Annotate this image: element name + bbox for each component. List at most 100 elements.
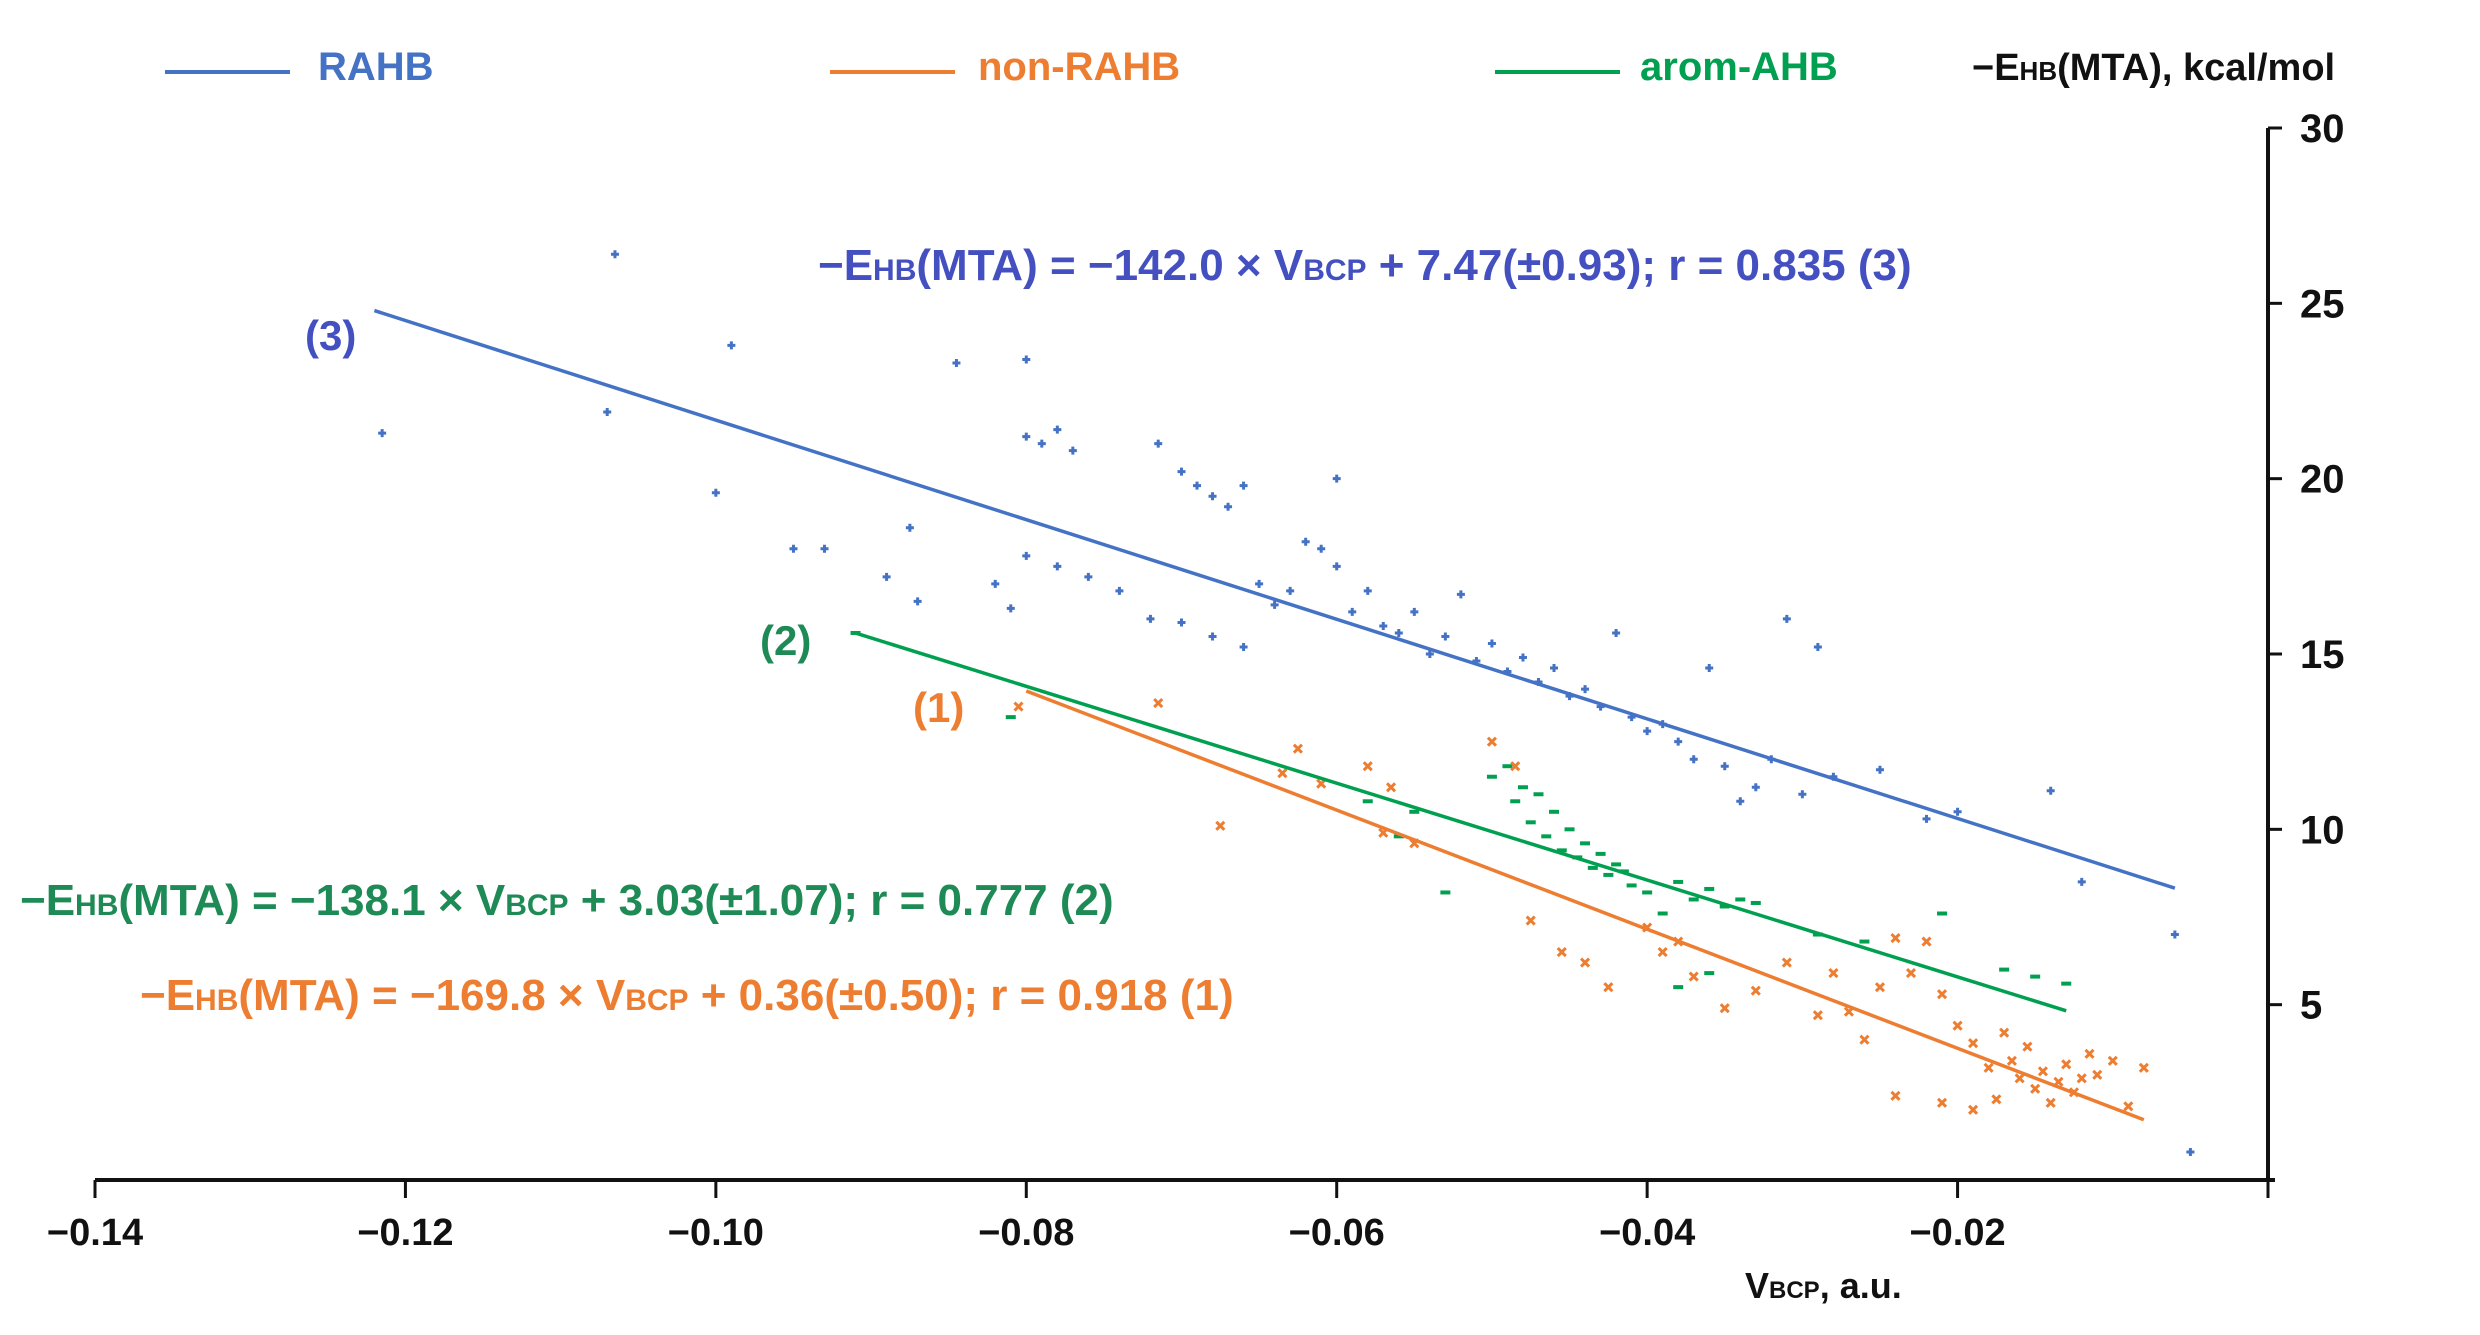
- point-rahb: [1068, 446, 1077, 455]
- point-non-rahb: [1968, 1104, 1979, 1115]
- line-label-3: (3): [305, 312, 356, 359]
- point-non-rahb: [1999, 1027, 2010, 1038]
- point-non-rahb: [1719, 1003, 1730, 1014]
- point-non-rahb: [1859, 1034, 1870, 1045]
- point-rahb: [1720, 762, 1729, 771]
- point-non-rahb: [1316, 778, 1327, 789]
- point-rahb: [1736, 797, 1745, 806]
- point-rahb: [1286, 586, 1295, 595]
- point-rahb: [1612, 628, 1621, 637]
- point-non-rahb: [2037, 1066, 2049, 1077]
- point-rahb: [1875, 765, 1884, 774]
- point-rahb: [1643, 727, 1652, 736]
- point-rahb: [1224, 502, 1233, 511]
- fit-line-arom-ahb: [855, 631, 2067, 1013]
- x-axis-title-tail: , a.u.: [1820, 1265, 1902, 1306]
- fit-lines: [373, 308, 2176, 1122]
- point-rahb: [1456, 590, 1465, 599]
- point-rahb: [1410, 607, 1419, 616]
- x-axis-title-main: V: [1745, 1265, 1769, 1306]
- legend-label-rahb: RAHB: [318, 45, 434, 89]
- point-rahb: [1348, 607, 1357, 616]
- point-rahb: [1084, 572, 1093, 581]
- y-ticks: 5 10 15 20 25 30: [2268, 107, 2345, 1028]
- point-non-rahb: [2076, 1073, 2087, 1084]
- fit-line-non-rahb: [1025, 689, 2145, 1122]
- point-rahb: [1379, 621, 1388, 630]
- point-rahb: [1053, 562, 1062, 571]
- point-non-rahb: [1153, 698, 1164, 709]
- point-rahb: [378, 429, 387, 438]
- point-rahb: [1270, 600, 1279, 609]
- y-tick-label: 20: [2300, 458, 2345, 502]
- point-rahb: [1798, 790, 1807, 799]
- point-rahb: [991, 579, 1000, 588]
- x-tick-label: −0.14: [47, 1212, 143, 1254]
- point-rahb: [1782, 614, 1791, 623]
- point-rahb: [1037, 439, 1046, 448]
- point-rahb: [1301, 537, 1310, 546]
- y-tick-label: 25: [2300, 282, 2345, 326]
- point-rahb: [789, 544, 798, 553]
- y-tick-label: 10: [2300, 808, 2345, 852]
- point-rahb: [913, 597, 922, 606]
- x-ticks: −0.14 −0.12 −0.10 −0.08 −0.06 −0.04 −0.02: [47, 1180, 2270, 1254]
- point-non-rahb: [2006, 1055, 2017, 1066]
- point-rahb: [2170, 930, 2179, 939]
- legend-label-arom-ahb: arom-AHB: [1640, 45, 1838, 89]
- point-non-rahb: [2014, 1073, 2025, 1084]
- point-rahb: [1022, 551, 1031, 560]
- point-rahb: [610, 250, 619, 259]
- point-non-rahb: [1905, 968, 1917, 979]
- point-non-rahb: [1013, 701, 1024, 712]
- point-rahb: [1154, 439, 1163, 448]
- point-non-rahb: [2030, 1083, 2041, 1094]
- x-axis-title: VBCP, a.u.: [1745, 1265, 1902, 1306]
- point-non-rahb: [2022, 1041, 2033, 1052]
- point-rahb: [1177, 618, 1186, 627]
- point-rahb: [603, 408, 612, 417]
- point-non-rahb: [2107, 1055, 2118, 1066]
- point-non-rahb: [1781, 957, 1792, 968]
- point-non-rahb: [1812, 1010, 1823, 1021]
- point-non-rahb: [2061, 1059, 2072, 1070]
- point-rahb: [820, 544, 829, 553]
- line-label-1: (1): [913, 684, 964, 731]
- x-tick-label: −0.08: [978, 1212, 1074, 1254]
- point-rahb: [1953, 807, 1962, 816]
- point-rahb: [1705, 664, 1714, 673]
- point-non-rahb: [1874, 982, 1886, 993]
- point-rahb: [1177, 467, 1186, 476]
- point-rahb: [1332, 562, 1341, 571]
- point-non-rahb: [1936, 1097, 1948, 1108]
- point-rahb: [1208, 632, 1217, 641]
- point-rahb: [1255, 579, 1264, 588]
- x-tick-label: −0.06: [1289, 1212, 1385, 1254]
- point-rahb: [1581, 685, 1590, 694]
- fit-line-rahb: [373, 308, 2176, 890]
- point-non-rahb: [2045, 1097, 2056, 1108]
- point-rahb: [2186, 1147, 2195, 1156]
- equation-1: −EHB(MTA) = −169.8 × VBCP + 0.36(±0.50);…: [140, 971, 1234, 1020]
- x-tick-label: −0.02: [1909, 1212, 2005, 1254]
- x-tick-label: −0.04: [1599, 1212, 1695, 1254]
- point-rahb: [1689, 755, 1698, 764]
- y-tick-label: 30: [2300, 107, 2345, 151]
- point-non-rahb: [2092, 1069, 2103, 1080]
- y-axis-title-pre: −E: [1972, 47, 2020, 89]
- point-rahb: [1115, 586, 1124, 595]
- point-rahb: [1394, 628, 1403, 637]
- point-rahb: [1208, 492, 1217, 501]
- point-rahb: [1487, 639, 1496, 648]
- point-non-rahb: [1277, 768, 1288, 779]
- point-non-rahb: [1983, 1062, 1994, 1073]
- point-rahb: [1022, 432, 1031, 441]
- point-rahb: [1317, 544, 1326, 553]
- point-non-rahb: [1890, 932, 1901, 944]
- point-rahb: [952, 358, 961, 367]
- point-non-rahb: [1362, 761, 1373, 772]
- point-rahb: [2046, 786, 2055, 795]
- point-non-rahb: [1510, 761, 1521, 772]
- point-non-rahb: [1579, 957, 1591, 968]
